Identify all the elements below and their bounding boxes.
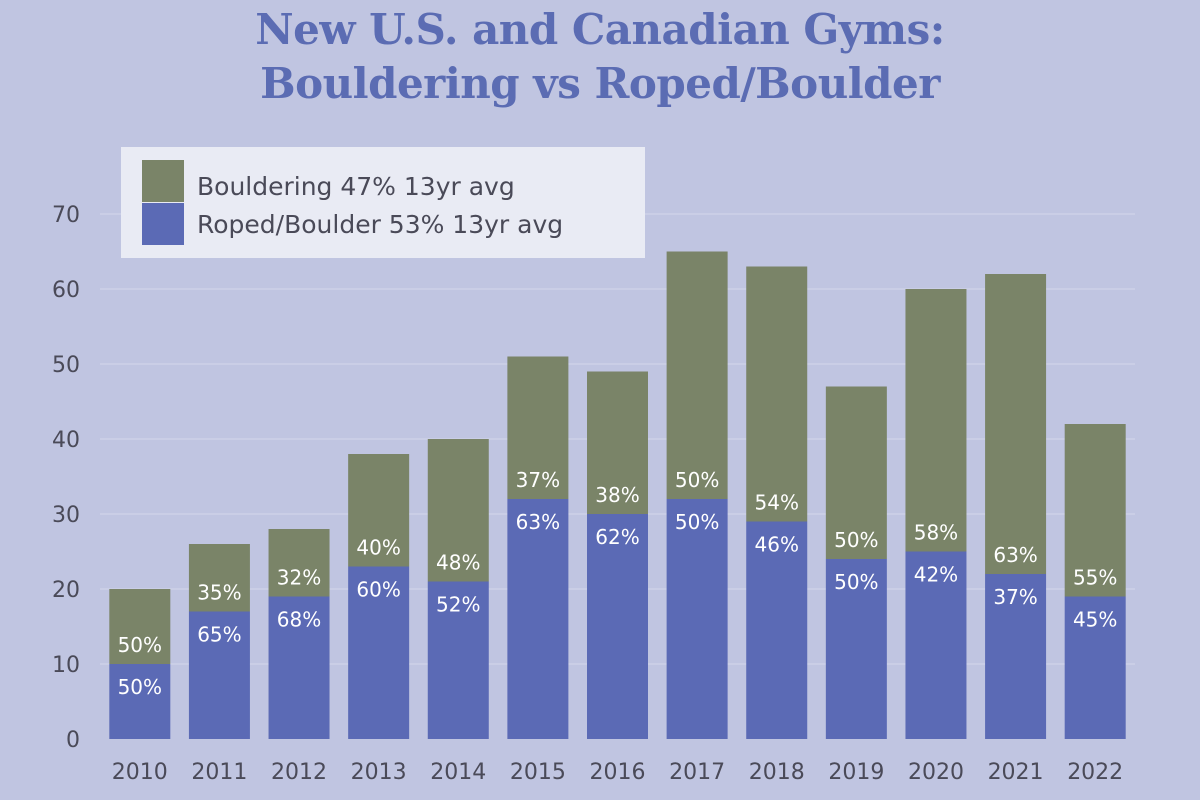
data-label-roped-boulder: 52% (436, 593, 480, 617)
data-label-bouldering: 50% (834, 528, 878, 552)
x-tick-label: 2012 (271, 760, 327, 785)
x-tick-label: 2013 (351, 760, 407, 785)
data-label-roped-boulder: 68% (277, 608, 321, 632)
x-tick-label: 2017 (669, 760, 725, 785)
bar-roped-boulder (348, 566, 410, 739)
bar-roped-boulder (507, 499, 569, 739)
x-tick-label: 2011 (191, 760, 247, 785)
data-label-bouldering: 37% (516, 468, 560, 492)
bar-bouldering (1064, 424, 1126, 597)
bar-roped-boulder (746, 521, 808, 739)
bar-roped-boulder (109, 664, 171, 739)
bar-bouldering (746, 266, 808, 522)
data-label-bouldering: 54% (755, 491, 799, 515)
bar-roped-boulder (905, 551, 967, 739)
chart-title-line-2: Bouldering vs Roped/Boulder (260, 59, 940, 108)
bar-roped-boulder (666, 499, 728, 739)
bar-roped-boulder (1064, 596, 1126, 739)
y-tick-label: 10 (52, 653, 80, 678)
x-tick-label: 2016 (590, 760, 646, 785)
data-label-roped-boulder: 37% (993, 585, 1037, 609)
legend-box (121, 147, 645, 258)
data-label-roped-boulder: 50% (118, 675, 162, 699)
data-label-bouldering: 40% (356, 536, 400, 560)
bar-bouldering (985, 274, 1047, 574)
bar-bouldering (587, 371, 648, 514)
legend-swatch-bouldering (142, 160, 184, 202)
bar-roped-boulder (825, 559, 887, 739)
bar-roped-boulder (587, 514, 648, 739)
bar-roped-boulder (268, 596, 330, 739)
data-label-roped-boulder: 50% (675, 510, 719, 534)
x-tick-label: 2019 (828, 760, 884, 785)
x-tick-label: 2022 (1067, 760, 1123, 785)
bar-bouldering (905, 289, 967, 552)
bar-roped-boulder (188, 611, 250, 739)
data-label-roped-boulder: 50% (834, 570, 878, 594)
data-label-bouldering: 38% (595, 483, 639, 507)
legend-label-roped-boulder: Roped/Boulder 53% 13yr avg (197, 210, 563, 239)
y-tick-label: 20 (52, 578, 80, 603)
data-label-roped-boulder: 45% (1073, 608, 1117, 632)
y-tick-label: 50 (52, 353, 80, 378)
y-tick-label: 30 (52, 503, 80, 528)
data-label-roped-boulder: 65% (197, 623, 241, 647)
data-label-roped-boulder: 63% (516, 510, 560, 534)
bar-roped-boulder (985, 574, 1047, 739)
bar-roped-boulder (427, 581, 489, 739)
legend-swatch-roped-boulder (142, 203, 184, 245)
x-tick-label: 2021 (988, 760, 1044, 785)
x-tick-label: 2014 (430, 760, 486, 785)
bar-bouldering (109, 589, 171, 664)
x-tick-label: 2020 (908, 760, 964, 785)
data-label-bouldering: 48% (436, 551, 480, 575)
data-label-roped-boulder: 60% (356, 578, 400, 602)
data-label-bouldering: 58% (914, 521, 958, 545)
data-label-roped-boulder: 46% (755, 533, 799, 557)
bar-bouldering (188, 544, 250, 612)
legend-label-bouldering: Bouldering 47% 13yr avg (197, 172, 515, 201)
bar-bouldering (348, 454, 410, 567)
y-tick-label: 70 (52, 203, 80, 228)
data-label-bouldering: 35% (197, 581, 241, 605)
y-tick-label: 60 (52, 278, 80, 303)
y-tick-label: 0 (66, 728, 80, 753)
data-label-bouldering: 55% (1073, 566, 1117, 590)
bar-bouldering (507, 356, 569, 499)
x-tick-label: 2010 (112, 760, 168, 785)
data-label-bouldering: 50% (118, 633, 162, 657)
data-label-roped-boulder: 42% (914, 563, 958, 587)
data-label-roped-boulder: 62% (595, 525, 639, 549)
x-tick-label: 2018 (749, 760, 805, 785)
chart-title-line-1: New U.S. and Canadian Gyms: (255, 5, 945, 54)
bar-bouldering (427, 439, 489, 582)
data-label-bouldering: 50% (675, 468, 719, 492)
data-label-bouldering: 32% (277, 566, 321, 590)
x-tick-label: 2015 (510, 760, 566, 785)
y-tick-label: 40 (52, 428, 80, 453)
bar-bouldering (268, 529, 330, 597)
bar-bouldering (666, 251, 728, 499)
bar-bouldering (825, 386, 887, 559)
data-label-bouldering: 63% (993, 543, 1037, 567)
